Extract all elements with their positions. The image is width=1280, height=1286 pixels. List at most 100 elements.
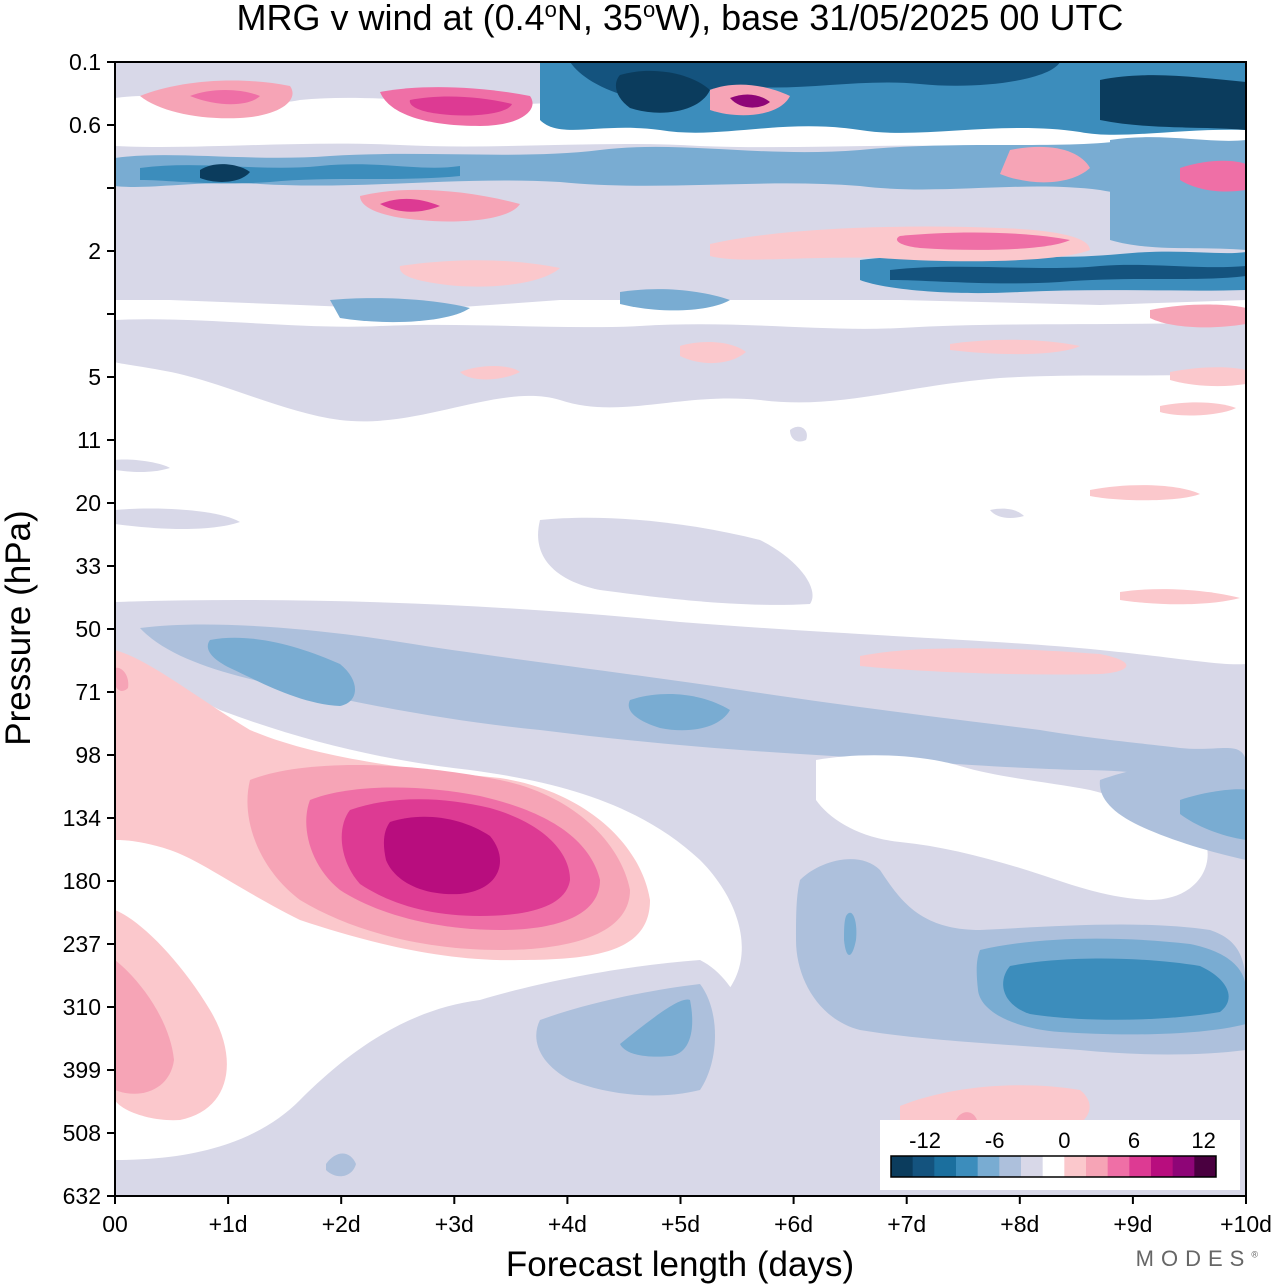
colorbar-swatch [1042,1156,1065,1177]
y-axis-label: Pressure (hPa) [0,510,38,745]
y-tick-label: 5 [88,364,101,390]
y-tick-label: 0.1 [69,49,101,75]
contour-neg-band-core-b [628,694,730,731]
brand-text: MODES [1135,1246,1252,1271]
contour-neg-mid-lobe-core [620,999,693,1057]
colorbar-swatch [977,1156,1000,1177]
contour-neg-1hpa [115,137,1246,195]
contour-pos-60hpa [1120,589,1240,605]
colorbar-tick-label: -6 [985,1128,1005,1153]
contour-pos-35hpa [1090,485,1200,501]
colorbar-swatch [1064,1156,1087,1177]
contour-neg-right-band-core [890,264,1246,284]
title-suffix: W), base 31/05/2025 00 UTC [655,0,1123,38]
contour-neg-right-upper-lobe-core [1180,789,1246,840]
contour-pos-14hpa [460,366,520,380]
colorbar-swatch [999,1156,1022,1177]
contour-neg-bottom-blob [250,1127,472,1196]
colorbar-tick-label: 6 [1128,1128,1140,1153]
contour-neg-right-upper [1110,137,1246,250]
contour-neg-small-lobe [844,912,857,955]
contour-neg-core-a [200,164,250,182]
colorbar-swatch [1086,1156,1109,1177]
y-tick-label: 33 [75,553,101,579]
contour-pos-left-edge [115,667,129,691]
x-tick-label: +10d [1220,1211,1272,1237]
contour-pos-14hpa-b [1170,367,1246,387]
contour-pos-11hpa-c [950,339,1080,355]
contour-pos-2hpa [360,189,520,222]
y-tick-label: 508 [63,1120,101,1146]
y-tick-label: 399 [63,1057,101,1083]
colorbar-swatch [1151,1156,1174,1177]
lower-contours [115,600,1246,1196]
title-degree: o [545,0,557,22]
y-axis: 0.1 0.6 2 5 11 20 33 50 71 98 134 180 237 310 399 508 63… [63,49,115,1209]
colorbar-backdrop [880,1120,1240,1190]
contour-pos-lower-left-inner [115,960,174,1094]
contour-pos-20hpa [1160,402,1236,416]
colorbar-swatch [1129,1156,1152,1177]
contour-neg-35hpa-b [990,508,1024,518]
title-mid: N, 35 [557,0,643,38]
x-axis-label: Forecast length (days) [506,1245,854,1284]
contour-pos-11hpa [680,342,746,364]
x-tick-label: +4d [548,1211,587,1237]
chart-title: MRG v wind at (0.4oN, 35oW), base 31/05/… [237,0,1124,38]
contour-pos-upper-c-core [730,94,770,108]
x-tick-label: +3d [435,1211,474,1237]
x-tick-label: +6d [774,1211,813,1237]
contour-pos-tropo-core [383,816,500,895]
colorbar-frame [890,1155,1217,1178]
modes-logo: MODES® [1136,1246,1258,1272]
contour-neg-5hpa-b [620,289,730,311]
x-axis: 00 +1d +2d +3d +4d +5d +6d +7d +8d +9d +10d [102,1196,1272,1237]
contour-neg-right-upper-lobe [1099,758,1246,860]
contour-neg-band-core-a [207,637,355,706]
x-tick-label: +2d [322,1211,361,1237]
colorbar-swatch [891,1156,914,1177]
colorbar-swatch [956,1156,979,1177]
contour-pos-3hpa-core [896,232,1070,250]
colorbar-swatch [912,1156,935,1177]
contour-pos-upper-a-core [190,90,260,105]
y-tick-label: 98 [75,742,101,768]
y-tick-label: 237 [63,931,101,957]
x-tick-label: +7d [887,1211,926,1237]
contour-neg-25hpa-b [790,426,807,442]
mid-stratosphere-contours [115,304,1246,605]
y-tick-label: 2 [88,238,101,264]
colorbar-swatch [1021,1156,1044,1177]
colorbar-swatch [1194,1156,1217,1177]
colorbar-swatch [1172,1156,1195,1177]
y-tick-label: 134 [63,805,102,831]
contour-pos-upper-b-core [409,96,512,116]
contour-neg-5hpa [330,298,470,323]
x-tick-label: +5d [661,1211,700,1237]
contour-pos-4hpa [399,260,560,287]
contour-neg-bottom-blob-core [326,1153,356,1177]
y-tick-label: 310 [63,994,101,1020]
colorbar-swatch [934,1156,957,1177]
upper-stratosphere-contours [115,62,1246,323]
contour-pos-upper-right-band [860,648,1127,675]
colorbar-tick-label: 12 [1191,1128,1215,1153]
y-tick-label: 180 [63,868,101,894]
y-tick-label: 20 [75,490,101,516]
contour-neg-25hpa [115,459,170,472]
y-tick-label: 71 [75,679,101,705]
y-tick-label: 0.6 [69,112,101,138]
y-tick-label: 632 [63,1183,101,1209]
colorbar-swatch [1107,1156,1130,1177]
contour-neg-far-right [1100,75,1246,130]
x-tick-label: +8d [1000,1211,1039,1237]
x-tick-label: 00 [102,1211,128,1237]
title-degree-2: o [643,0,655,22]
contour-neg-right-lobe-core [1003,958,1229,1020]
x-tick-label: +1d [209,1211,248,1237]
contour-field [115,62,1246,1196]
contour-pos-upper-d [1000,146,1090,183]
title-prefix: MRG v wind at (0.4 [237,0,545,38]
colorbar-tick-label: 0 [1058,1128,1070,1153]
x-tick-label: +9d [1113,1211,1152,1237]
